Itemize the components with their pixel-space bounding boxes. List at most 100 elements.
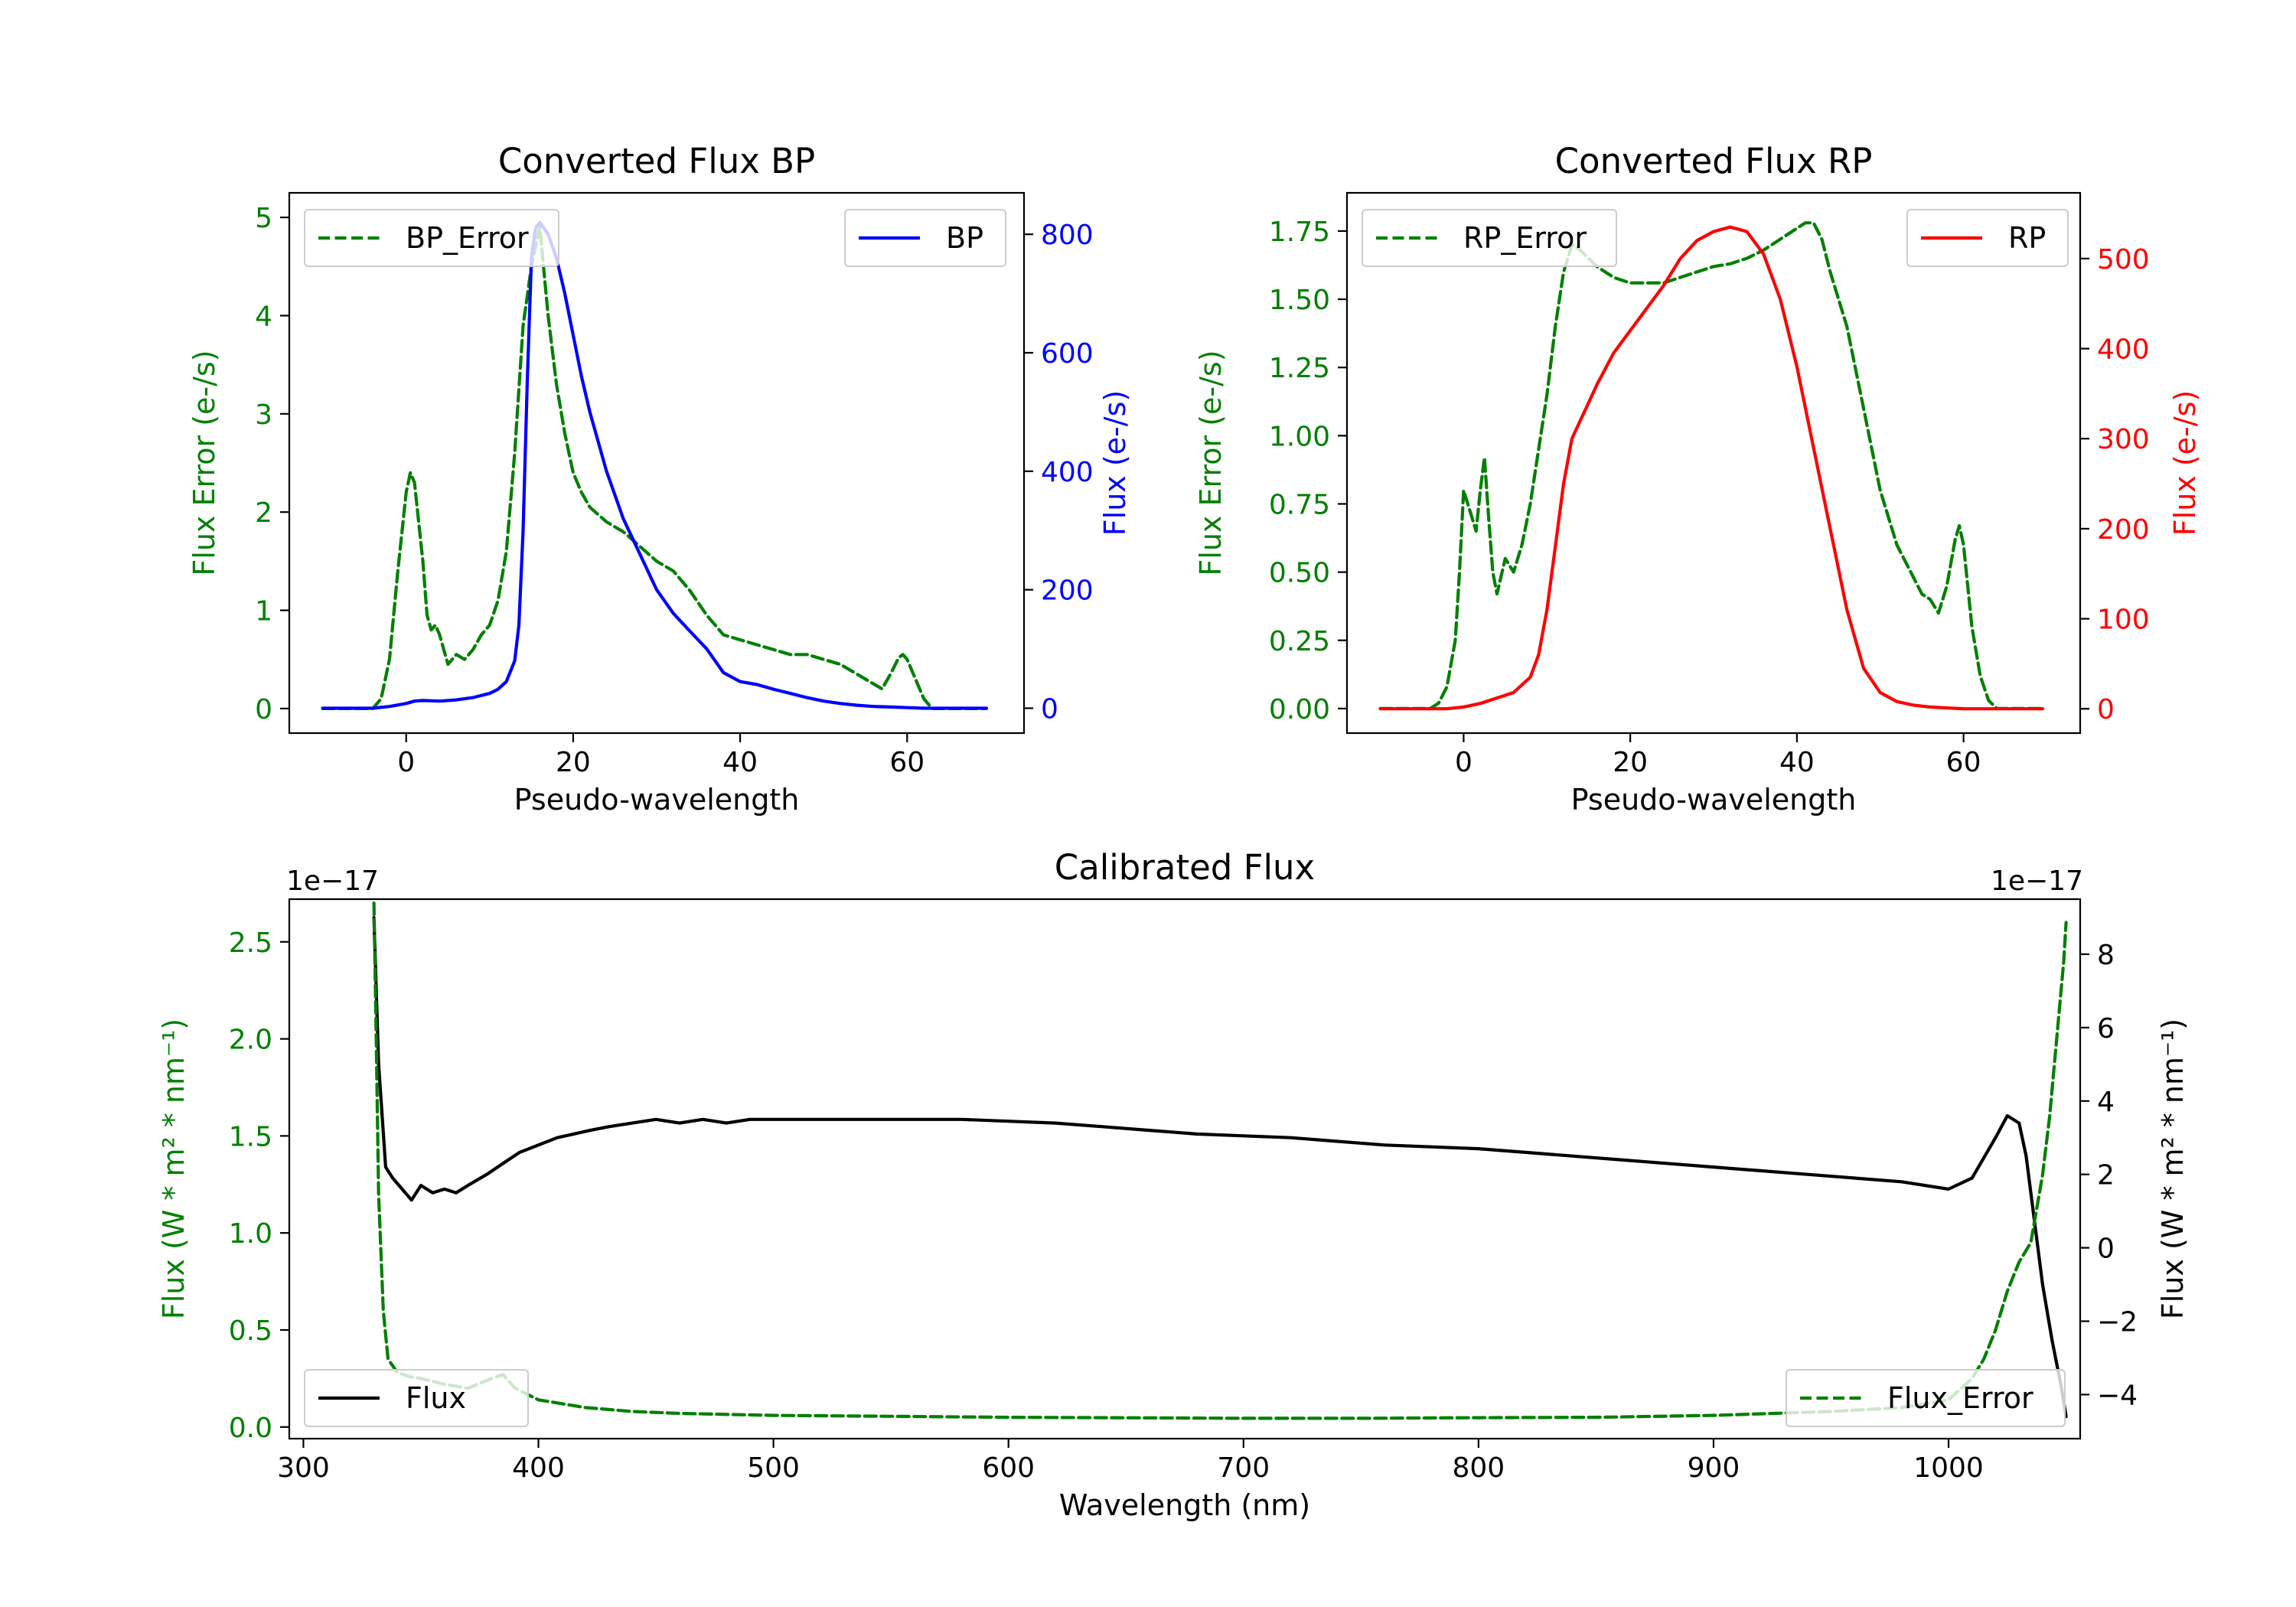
calibrated-x-tick-label: 800 — [1452, 1452, 1505, 1484]
calibrated-right-offset-text: 1e−17 — [1991, 865, 2083, 897]
bp-left-axis-label: Flux Error (e-/s) — [188, 350, 221, 575]
calibrated-x-tick-label: 300 — [277, 1452, 330, 1484]
calibrated-left-tick-label: 1.0 — [229, 1218, 272, 1250]
calibrated-legend-label: Flux — [406, 1381, 466, 1415]
rp-left-tick-label: 1.25 — [1269, 353, 1330, 384]
calibrated-x-tick-label: 700 — [1217, 1452, 1270, 1484]
calibrated-legend-flux: Flux — [304, 1369, 529, 1427]
calibrated-legend-box — [1786, 1369, 2066, 1427]
bp-title: Converted Flux BP — [498, 141, 815, 181]
bp-left-tick-label: 5 — [255, 203, 272, 234]
rp-x-tick-label: 0 — [1455, 747, 1473, 778]
rp-plot-frame — [1345, 191, 2082, 735]
rp-left-tick-label: 1.75 — [1269, 217, 1330, 248]
rp-right-tick-label: 0 — [2097, 694, 2115, 725]
bp-right-axis-label: Flux (e-/s) — [1098, 390, 1132, 536]
rp-x-tick-label: 20 — [1613, 747, 1648, 778]
bp-right-tick-label: 200 — [1041, 575, 1094, 607]
rp-x-tick-label: 60 — [1946, 747, 1981, 778]
rp-legend-box — [1906, 209, 2069, 267]
bp-right-tick-label: 600 — [1041, 338, 1094, 370]
calibrated-plot-frame — [288, 898, 2082, 1440]
bp-x-tick-label: 0 — [397, 747, 415, 778]
bp-legend-bp: BP — [844, 209, 1006, 267]
bp-left-tick-label: 2 — [255, 497, 272, 529]
calibrated-left-tick-label: 0.0 — [229, 1413, 272, 1444]
calibrated-left-tick-label: 1.5 — [229, 1121, 272, 1152]
calibrated-left-tick-label: 2.5 — [229, 927, 272, 959]
calibrated-x-tick-label: 600 — [982, 1452, 1035, 1484]
rp-left-axis-label: Flux Error (e-/s) — [1194, 350, 1228, 575]
bp-right-tick-label: 0 — [1041, 693, 1058, 725]
calibrated-right-tick-label: −2 — [2097, 1307, 2138, 1338]
calibrated-right-tick-label: 4 — [2097, 1087, 2115, 1118]
bp-right-tick-label: 800 — [1041, 220, 1094, 251]
bp-series-bp-error-line — [321, 225, 989, 711]
rp-right-tick-label: 100 — [2097, 605, 2150, 636]
rp-legend-rp-error: RP_Error — [1362, 209, 1617, 267]
rp-left-tick-label: 0.25 — [1269, 626, 1330, 657]
calibrated-right-tick-label: 6 — [2097, 1013, 2115, 1045]
bp-chart: Converted Flux BP0 20 40 60Pseudo-wavelengt… — [188, 141, 1132, 817]
rp-left-tick-label: 0.75 — [1269, 489, 1330, 520]
calibrated-x-tick-label: 400 — [512, 1452, 565, 1484]
rp-series-group — [1378, 221, 2045, 711]
calibrated-right-tick-label: 2 — [2097, 1160, 2115, 1191]
rp-right-axis-label: Flux (e-/s) — [2168, 390, 2202, 536]
bp-legend-bp-error: BP_Error — [304, 209, 559, 267]
bp-plot-frame — [288, 191, 1026, 735]
calibrated-series-flux-line — [372, 915, 2068, 1419]
bp-left-tick-label: 1 — [255, 596, 272, 627]
bp-x-tick-label: 20 — [556, 747, 591, 778]
rp-chart: Converted Flux RP 0 20 40 60 Pseudo-wavelengt… — [1194, 141, 2202, 817]
bp-left-tick-label: 3 — [255, 399, 272, 431]
calibrated-left-axis-label: Flux (W * m² * nm⁻¹) — [157, 1019, 191, 1319]
rp-right-tick-label: 200 — [2097, 514, 2150, 546]
rp-series-rp-error-line — [1378, 221, 2045, 711]
bp-x-tick-label: 40 — [722, 747, 758, 778]
calibrated-right-tick-label: 8 — [2097, 940, 2115, 971]
calibrated-x-tick-label: 1000 — [1913, 1452, 1984, 1484]
bp-legend-box — [844, 209, 1006, 267]
rp-x-axis-label: Pseudo-wavelength — [1571, 783, 1857, 817]
rp-left-tick-label: 1.50 — [1269, 285, 1330, 316]
calibrated-left-offset-text: 1e−17 — [286, 865, 379, 897]
rp-left-tick-label: 0.00 — [1269, 694, 1330, 725]
bp-legend-box — [304, 209, 559, 267]
calibrated-legend-label: Flux_Error — [1887, 1381, 2033, 1415]
rp-legend-label: RP_Error — [1463, 221, 1587, 255]
rp-title: Converted Flux RP — [1555, 141, 1873, 181]
bp-series-group — [321, 220, 989, 711]
rp-series-rp-line — [1378, 225, 2045, 711]
calibrated-x-axis-label: Wavelength (nm) — [1059, 1488, 1310, 1522]
bp-series-bp-line — [321, 220, 989, 710]
calibrated-chart: Calibrated Flux 300 400 500 600 700 800 900 1000… — [157, 847, 2190, 1522]
rp-x-tick-label: 40 — [1779, 747, 1815, 778]
calibrated-x-tick-label: 900 — [1688, 1452, 1740, 1484]
calibrated-legend-flux-error: Flux_Error — [1786, 1369, 2066, 1427]
rp-left-tick-label: 0.50 — [1269, 558, 1330, 589]
bp-left-tick-label: 0 — [255, 694, 272, 725]
rp-legend-box — [1362, 209, 1617, 267]
rp-right-tick-label: 400 — [2097, 334, 2150, 366]
bp-legend-label: BP — [946, 221, 983, 255]
bp-x-tick-label: 60 — [889, 747, 925, 778]
rp-right-tick-label: 500 — [2097, 244, 2150, 275]
calibrated-legend-box — [304, 1369, 529, 1427]
rp-legend-rp: RP — [1906, 209, 2069, 267]
calibrated-right-tick-label: 0 — [2097, 1234, 2115, 1265]
calibrated-right-tick-label: −4 — [2097, 1380, 2138, 1411]
calibrated-x-tick-label: 500 — [747, 1452, 800, 1484]
rp-legend-label: RP — [2008, 221, 2046, 255]
calibrated-right-axis-label: Flux (W * m² * nm⁻¹) — [2156, 1019, 2190, 1319]
rp-left-tick-label: 1.00 — [1269, 421, 1330, 452]
calibrated-title: Calibrated Flux — [1055, 847, 1315, 888]
calibrated-left-tick-label: 0.5 — [229, 1315, 272, 1347]
bp-x-axis-label: Pseudo-wavelength — [514, 783, 800, 817]
bp-right-tick-label: 400 — [1041, 457, 1094, 488]
rp-right-tick-label: 300 — [2097, 424, 2150, 455]
calibrated-left-tick-label: 2.0 — [229, 1025, 272, 1056]
bp-legend-label: BP_Error — [406, 221, 529, 255]
bp-left-tick-label: 4 — [255, 301, 272, 332]
